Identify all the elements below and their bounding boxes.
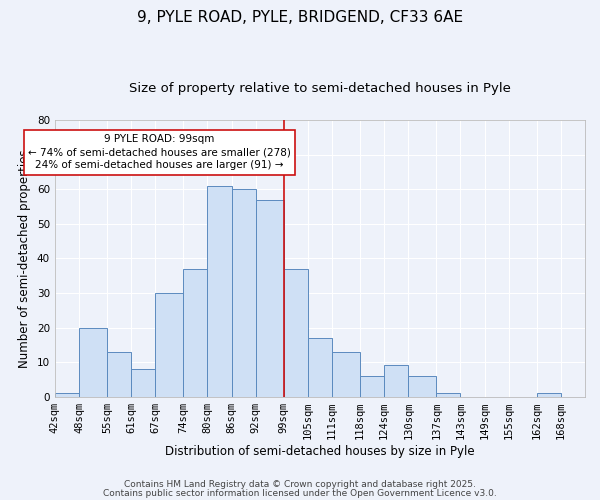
Bar bbox=[537, 393, 561, 396]
Text: 9 PYLE ROAD: 99sqm
← 74% of semi-detached houses are smaller (278)
24% of semi-d: 9 PYLE ROAD: 99sqm ← 74% of semi-detache… bbox=[28, 134, 291, 170]
Bar bbox=[308, 338, 332, 396]
Bar bbox=[284, 269, 308, 396]
Bar bbox=[232, 190, 256, 396]
Text: 9, PYLE ROAD, PYLE, BRIDGEND, CF33 6AE: 9, PYLE ROAD, PYLE, BRIDGEND, CF33 6AE bbox=[137, 10, 463, 25]
Bar bbox=[155, 293, 184, 397]
X-axis label: Distribution of semi-detached houses by size in Pyle: Distribution of semi-detached houses by … bbox=[165, 444, 475, 458]
Bar bbox=[184, 269, 208, 396]
Bar bbox=[360, 376, 384, 396]
Bar bbox=[107, 352, 131, 397]
Bar bbox=[384, 366, 408, 396]
Bar bbox=[208, 186, 232, 396]
Bar bbox=[55, 393, 79, 396]
Title: Size of property relative to semi-detached houses in Pyle: Size of property relative to semi-detach… bbox=[129, 82, 511, 96]
Bar bbox=[131, 369, 155, 396]
Bar bbox=[436, 393, 460, 396]
Bar bbox=[79, 328, 107, 396]
Text: Contains public sector information licensed under the Open Government Licence v3: Contains public sector information licen… bbox=[103, 488, 497, 498]
Y-axis label: Number of semi-detached properties: Number of semi-detached properties bbox=[19, 149, 31, 368]
Bar bbox=[256, 200, 284, 396]
Bar bbox=[332, 352, 360, 397]
Bar bbox=[408, 376, 436, 396]
Text: Contains HM Land Registry data © Crown copyright and database right 2025.: Contains HM Land Registry data © Crown c… bbox=[124, 480, 476, 489]
